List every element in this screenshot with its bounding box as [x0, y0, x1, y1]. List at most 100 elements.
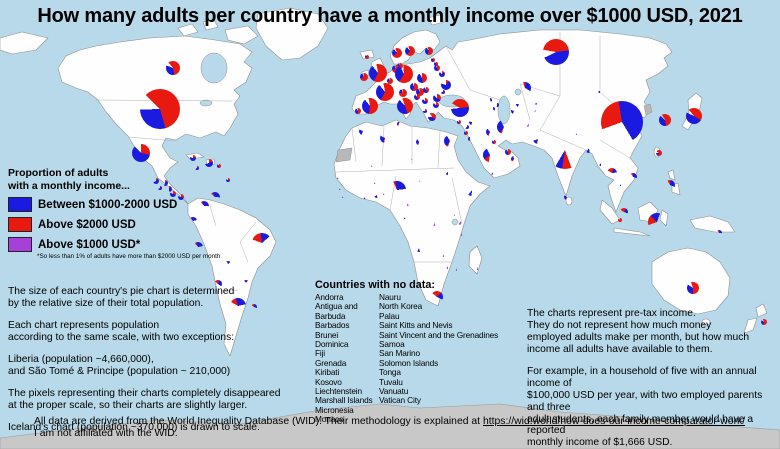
pie-mali [370, 163, 374, 167]
pie-mozambique [454, 265, 460, 271]
pie-austria [416, 88, 424, 96]
pie-philippines [665, 180, 675, 190]
baffin-island [224, 25, 259, 45]
pie-kenya [457, 217, 465, 225]
pie-iceland [365, 55, 369, 59]
pie-el-salvador [158, 186, 162, 190]
java-island [613, 227, 651, 237]
pie-australia [687, 282, 699, 294]
pie-algeria [380, 133, 390, 143]
pie-new-zealand [761, 319, 767, 325]
pie-azerbaijan [495, 103, 499, 107]
pie-jordan [468, 137, 472, 141]
antarctica-landmass [0, 403, 780, 449]
great-lakes [199, 99, 213, 107]
pie-mongolia [598, 89, 602, 93]
pie-canada [166, 61, 180, 75]
pie-israel [464, 131, 468, 135]
pie-paraguay [243, 280, 249, 286]
arctic-island-2 [202, 19, 219, 31]
pie-nepal [575, 131, 579, 135]
pie-thailand [607, 168, 617, 178]
pie-russia [543, 39, 569, 65]
pie-cambodia [619, 182, 623, 186]
pie-morocco [359, 127, 367, 135]
pie-kuwait [492, 140, 496, 144]
pie-estonia [431, 58, 435, 62]
pie-portugal [355, 108, 361, 114]
australia-landmass [651, 247, 731, 315]
pie-ethiopia [466, 184, 478, 196]
pie-finland [425, 47, 433, 55]
pie-uganda [453, 212, 457, 216]
pie-sweden [405, 46, 415, 56]
pie-georgia [488, 98, 492, 102]
pie-croatia [414, 94, 420, 100]
pie-yemen [490, 169, 496, 175]
pie-argentina [230, 298, 246, 314]
chukotka-landmass [0, 31, 49, 55]
pie-guinea [338, 186, 342, 190]
pie-latvia [434, 62, 438, 66]
pie-zambia [441, 251, 447, 257]
pie-peru [193, 242, 203, 252]
pie-jamaica [195, 166, 199, 170]
pie-indonesia [648, 213, 666, 231]
pie-nicaragua [166, 186, 172, 192]
pie-turkmenistan [511, 108, 517, 114]
pie-lebanon [465, 125, 469, 129]
pie-norway [392, 48, 402, 58]
pie-togo-benin [382, 191, 386, 195]
pie-zimbabwe [445, 263, 451, 269]
pie-saudi-arabia [483, 148, 497, 162]
pie-cuba [190, 155, 196, 161]
pie-gabon [403, 215, 407, 219]
pie-romania [433, 94, 441, 102]
pie-trinidad [226, 178, 230, 182]
pie-japan [686, 108, 702, 124]
philippines-islands [667, 169, 681, 196]
pie-egypt [444, 135, 456, 147]
arctic-island [177, 23, 199, 37]
pie-cameroon [405, 200, 411, 206]
pie-france [376, 83, 394, 101]
pie-moldova [441, 90, 445, 94]
methodology-link[interactable]: https://wid.world/how-does-our-income-co… [482, 416, 746, 427]
pie-south-africa [431, 291, 443, 303]
sumatra-island [599, 199, 621, 225]
new-guinea-island [689, 215, 736, 233]
pie-uae [505, 149, 511, 155]
pie-tajikistan [534, 108, 538, 112]
pie-south-korea [659, 114, 671, 126]
pie-bulgaria [433, 102, 439, 108]
western-sahara-no-data [335, 147, 353, 163]
pie-sudan [445, 169, 451, 175]
pie-mexico [132, 144, 150, 162]
pie-uzbekistan [516, 101, 522, 107]
pie-panama [178, 194, 184, 200]
scandinavia-landmass [389, 29, 441, 65]
pie-chile [214, 280, 222, 288]
pie-libya [416, 139, 422, 145]
pie-hungary [423, 87, 429, 93]
pie-china [601, 101, 643, 143]
pie-cyprus [457, 120, 461, 124]
pie-ukraine [441, 80, 451, 90]
pie-ghana [374, 192, 380, 198]
pie-uruguay [251, 304, 257, 310]
pie-chad [418, 178, 422, 182]
new-zealand-islands [743, 303, 768, 334]
pie-puerto-rico [217, 164, 221, 168]
pie-sri-lanka [564, 194, 570, 200]
pie-venezuela [210, 192, 220, 202]
pie-iraq [486, 128, 494, 136]
pie-lithuania [434, 65, 440, 71]
pie-angola [415, 244, 423, 252]
pie-colombia [199, 201, 209, 211]
pie-pakistan [533, 134, 543, 144]
pie-madagascar [475, 264, 481, 270]
pie-czechia [410, 83, 418, 91]
pie-burkina-faso [373, 180, 377, 184]
